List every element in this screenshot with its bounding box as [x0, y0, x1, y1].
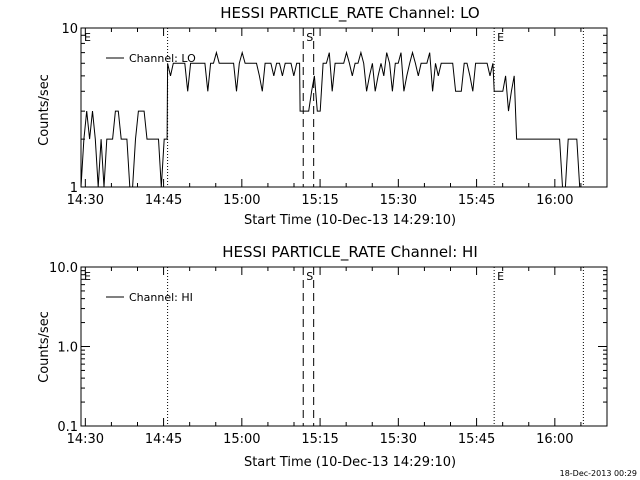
hi-x-tick-label: 14:30	[67, 432, 104, 447]
lo-plot-area: 14:30 14:45 15:00 15:15 15:30 15:45 16:00 1 10 E S…	[61, 22, 608, 208]
hi-x-tick-label: 15:15	[301, 432, 338, 447]
lo-event-marker-label: S	[306, 31, 313, 44]
hi-x-tick-label: 14:45	[145, 432, 182, 447]
lo-x-tick-label: 15:45	[458, 193, 495, 208]
hi-event-marker-label: E	[497, 270, 504, 283]
hi-x-tick-label: 15:45	[458, 432, 495, 447]
hi-event-marker-label: E	[84, 270, 91, 283]
lo-x-tick-label: 14:45	[145, 193, 182, 208]
hi-x-tick-label: 15:30	[380, 432, 417, 447]
hi-x-tick-label: 16:00	[536, 432, 573, 447]
lo-event-marker-label: E	[84, 31, 91, 44]
lo-chart-title: HESSI PARTICLE_RATE Channel: LO	[220, 4, 479, 23]
lo-x-tick-label: 15:30	[380, 193, 417, 208]
hi-y-axis-label: Counts/sec	[37, 311, 52, 383]
hi-x-tick-label: 15:00	[223, 432, 260, 447]
lo-y-tick-label: 1	[70, 181, 78, 196]
lo-x-axis-label: Start Time (10-Dec-13 14:29:10)	[244, 213, 456, 228]
lo-x-tick-label: 15:15	[301, 193, 338, 208]
lo-x-tick-label: 16:00	[536, 193, 573, 208]
hi-x-axis-label: Start Time (10-Dec-13 14:29:10)	[244, 455, 456, 470]
lo-series-line	[80, 50, 583, 188]
lo-y-axis-label: Counts/sec	[37, 74, 52, 146]
lo-x-tick-label: 15:00	[223, 193, 260, 208]
generation-date: 18-Dec-2013 00:29	[560, 469, 637, 478]
hi-event-marker-label: S	[306, 270, 313, 283]
hi-chart-title: HESSI PARTICLE_RATE Channel: HI	[222, 243, 478, 262]
hi-y-tick-label: 0.1	[57, 420, 78, 435]
lo-legend-label: Channel: LO	[129, 52, 196, 65]
lo-axes-frame	[80, 27, 608, 188]
lo-x-tick-label: 14:30	[67, 193, 104, 208]
lo-y-tick-label: 10	[61, 22, 78, 37]
hi-plot-area: 14:30 14:45 15:00 15:15 15:30 15:45 16:00 0.1 1.…	[49, 261, 608, 447]
hi-y-tick-label: 10.0	[49, 261, 78, 276]
hi-y-tick-label: 1.0	[57, 341, 78, 356]
lo-event-marker-label: E	[497, 31, 504, 44]
lo-channel-panel: HESSI PARTICLE_RATE Channel: LO Counts/s…	[37, 4, 608, 228]
hi-channel-panel: HESSI PARTICLE_RATE Channel: HI Counts/s…	[37, 243, 608, 470]
hi-legend-label: Channel: HI	[129, 291, 193, 304]
